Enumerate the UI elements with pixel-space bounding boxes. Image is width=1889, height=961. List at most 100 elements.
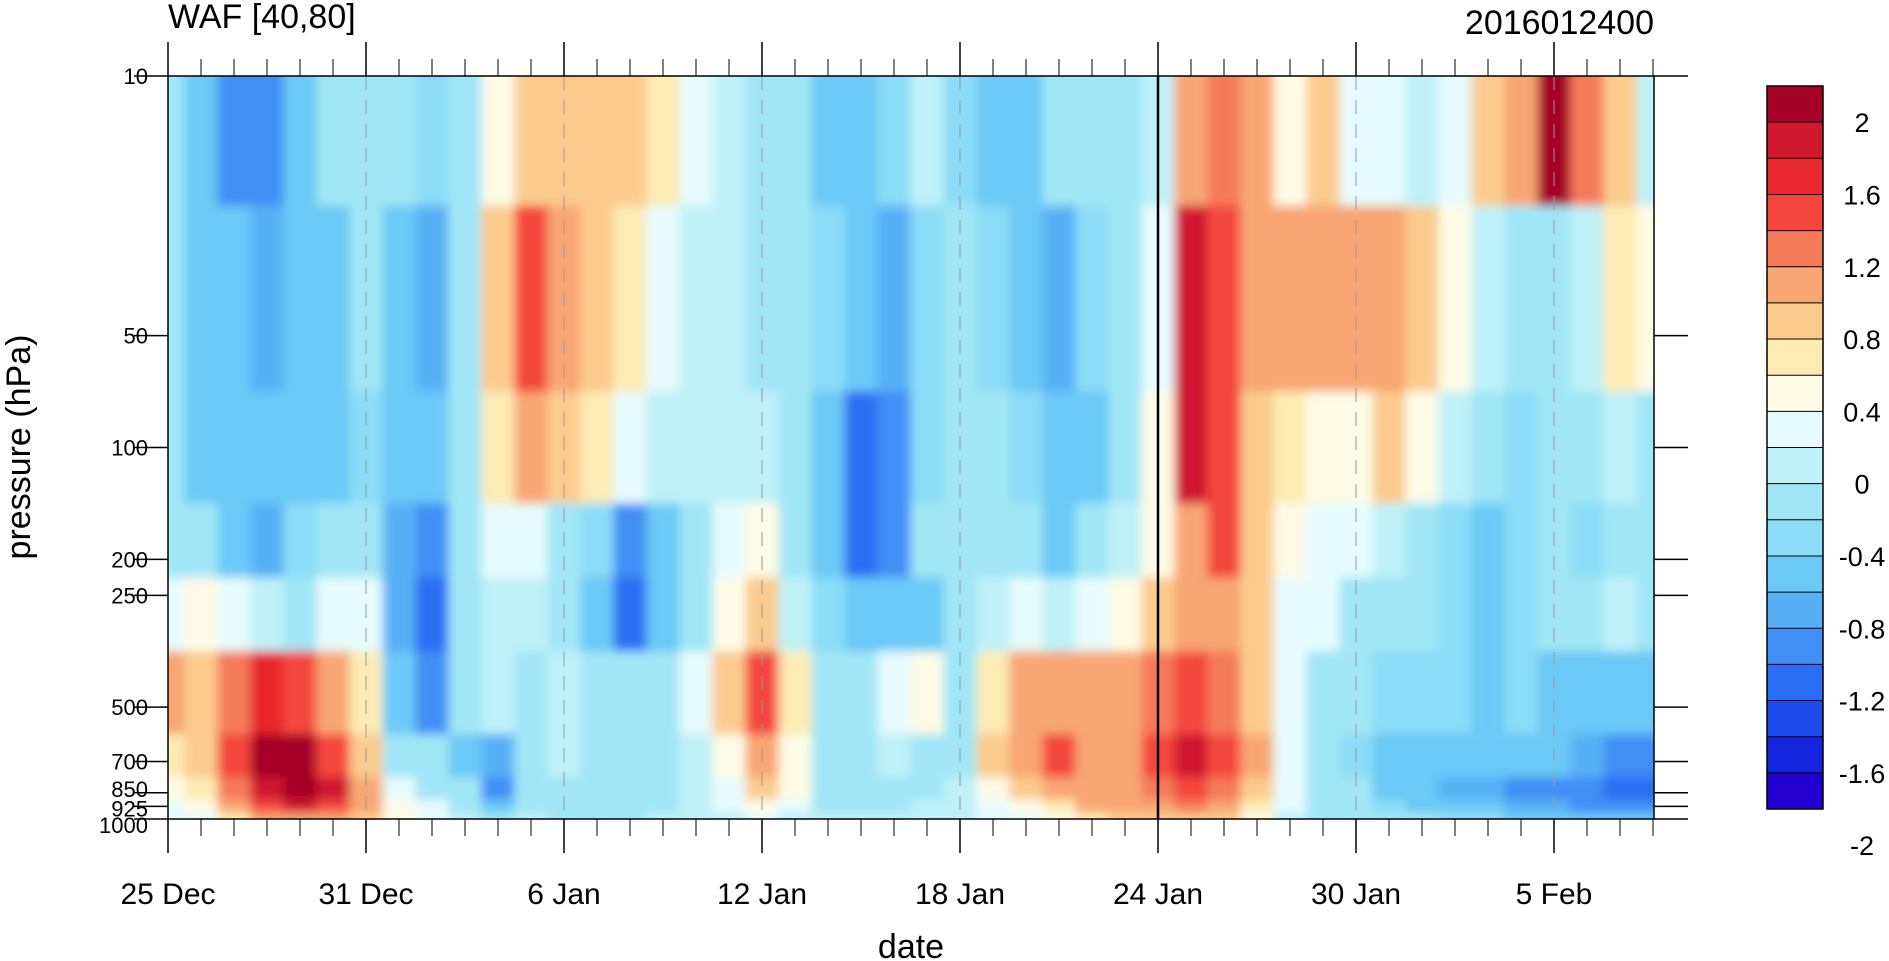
contour-cell <box>1108 812 1143 819</box>
contour-cell <box>217 812 252 819</box>
contour-cell <box>613 577 648 652</box>
contour-cell <box>877 812 912 819</box>
contour-cell <box>613 651 648 735</box>
contour-cell <box>910 503 945 578</box>
contour-cell <box>679 734 714 778</box>
contour-cell <box>1504 651 1539 735</box>
contour-cell <box>1273 577 1308 652</box>
contour-cell <box>1636 812 1654 819</box>
contour-cell <box>1075 651 1110 735</box>
contour-cell <box>415 734 450 778</box>
contour-cell <box>1471 577 1506 652</box>
contour-cell <box>1306 76 1341 207</box>
contour-cell <box>1636 76 1654 207</box>
contour-cell <box>448 76 483 207</box>
contour-cell <box>1207 503 1242 578</box>
contour-cell <box>250 812 285 819</box>
contour-cell <box>976 799 1011 814</box>
contour-cell <box>481 734 516 778</box>
contour-cell <box>1438 799 1473 814</box>
contour-cell <box>844 777 879 801</box>
contour-cell <box>976 651 1011 735</box>
colorbar-label: -0.4 <box>1839 542 1886 572</box>
contour-cell <box>1603 734 1638 778</box>
contour-cell <box>1009 777 1044 801</box>
contour-cell <box>976 812 1011 819</box>
contour-cell <box>1570 799 1605 814</box>
contour-cell <box>1471 734 1506 778</box>
y-tick-label: 1000 <box>99 813 148 838</box>
contour-cell <box>778 577 813 652</box>
contour-cell <box>613 205 648 393</box>
contour-cell <box>1108 777 1143 801</box>
contour-cell <box>415 777 450 801</box>
contour-cell <box>1438 734 1473 778</box>
chart-subtitle: 2016012400 <box>1465 4 1654 42</box>
contour-cell <box>1075 391 1110 504</box>
colorbar: 2 1.6 1.2 0.8 0.4 0 -0.4 -0.8 -1.2 -1.6 -2 <box>1766 85 1886 861</box>
contour-cell <box>1273 812 1308 819</box>
contour-cell <box>448 734 483 778</box>
contour-cell <box>283 503 318 578</box>
contour-cell <box>1042 812 1077 819</box>
contour-cell <box>811 577 846 652</box>
colorbar-swatch <box>1767 772 1823 810</box>
chart-title: WAF [40,80] <box>168 0 356 36</box>
contour-cell <box>1405 503 1440 578</box>
contour-cell <box>168 205 186 393</box>
contour-cell <box>1438 391 1473 504</box>
contour-cell <box>580 799 615 814</box>
contour-cell <box>184 76 219 207</box>
contour-cell <box>1570 391 1605 504</box>
contour-cell <box>910 76 945 207</box>
contour-cell <box>1042 76 1077 207</box>
contour-cell <box>481 76 516 207</box>
contour-cell <box>1273 777 1308 801</box>
contour-cell <box>481 205 516 393</box>
contour-cell <box>1042 577 1077 652</box>
contour-cell <box>1471 205 1506 393</box>
contour-cell <box>283 577 318 652</box>
contour-cell <box>1372 799 1407 814</box>
contour-cell <box>1240 391 1275 504</box>
contour-cell <box>1603 812 1638 819</box>
contour-cell <box>679 391 714 504</box>
contour-cell <box>415 503 450 578</box>
contour-cell <box>168 577 186 652</box>
contour-cell <box>168 799 186 814</box>
contour-cell <box>1372 777 1407 801</box>
contour-cell <box>1603 799 1638 814</box>
colorbar-swatch <box>1767 339 1823 376</box>
contour-cell <box>283 777 318 801</box>
contour-cell <box>1504 391 1539 504</box>
contour-cell <box>250 577 285 652</box>
contour-cell <box>1438 577 1473 652</box>
contour-cell <box>1372 812 1407 819</box>
colorbar-swatch <box>1767 483 1823 521</box>
contour-cell <box>316 812 351 819</box>
contour-cell <box>1405 205 1440 393</box>
contour-cell <box>877 503 912 578</box>
contour-cell <box>1570 812 1605 819</box>
colorbar-swatch <box>1767 122 1823 159</box>
contour-cell <box>1075 503 1110 578</box>
contour-cell <box>1504 777 1539 801</box>
contour-cell <box>1636 734 1654 778</box>
y-axis-label: pressure (hPa) <box>0 335 38 560</box>
contour-cell <box>1603 777 1638 801</box>
colorbar-swatch <box>1767 194 1823 231</box>
contour-cell <box>1306 503 1341 578</box>
y-tick-label: 100 <box>111 436 148 461</box>
colorbar-label: 0.8 <box>1843 325 1881 355</box>
colorbar-swatch <box>1767 519 1823 557</box>
contour-cell <box>514 577 549 652</box>
contour-cell <box>514 76 549 207</box>
contour-cell <box>514 799 549 814</box>
contour-cell <box>514 651 549 735</box>
contour-cell <box>316 503 351 578</box>
contour-cell <box>1174 651 1209 735</box>
contour-cell <box>1372 651 1407 735</box>
contour-cell <box>844 799 879 814</box>
